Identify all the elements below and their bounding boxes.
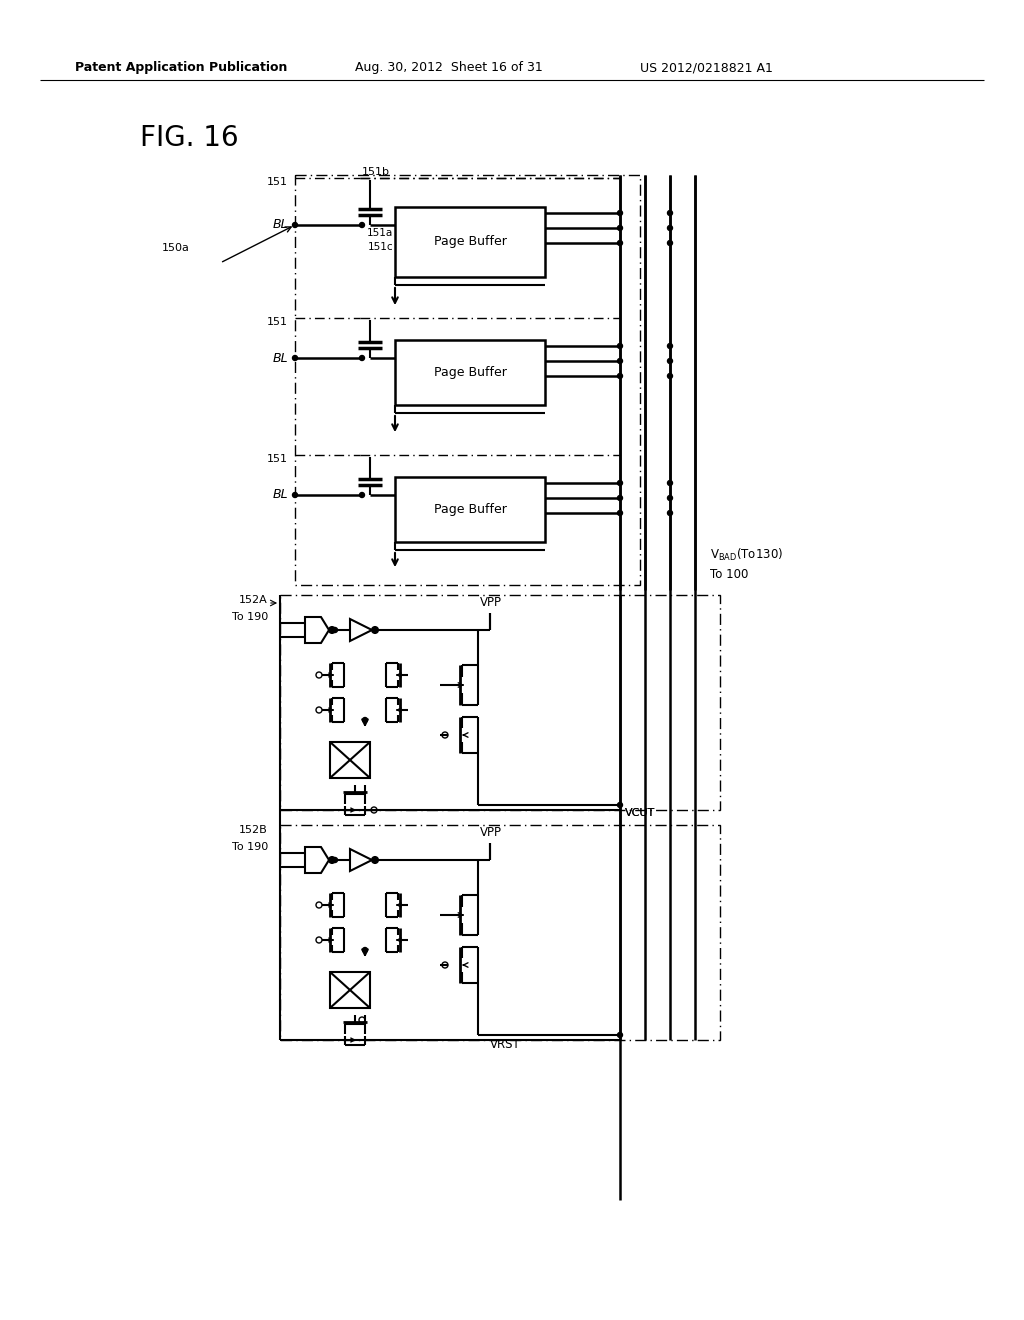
Polygon shape bbox=[305, 616, 329, 643]
Text: FIG. 16: FIG. 16 bbox=[140, 124, 239, 152]
Text: BL: BL bbox=[272, 351, 288, 364]
Text: To 190: To 190 bbox=[231, 842, 268, 851]
Text: Aug. 30, 2012  Sheet 16 of 31: Aug. 30, 2012 Sheet 16 of 31 bbox=[355, 62, 543, 74]
Circle shape bbox=[617, 495, 623, 500]
Circle shape bbox=[617, 343, 623, 348]
Text: 150a: 150a bbox=[162, 243, 189, 253]
Text: Patent Application Publication: Patent Application Publication bbox=[75, 62, 288, 74]
Circle shape bbox=[668, 495, 673, 500]
Bar bbox=[280, 595, 720, 810]
Text: V$_{\mathsf{BAD}}$(To130): V$_{\mathsf{BAD}}$(To130) bbox=[710, 546, 783, 564]
Text: 151: 151 bbox=[267, 317, 288, 327]
Circle shape bbox=[293, 223, 298, 227]
Circle shape bbox=[293, 492, 298, 498]
Circle shape bbox=[617, 511, 623, 516]
Circle shape bbox=[668, 374, 673, 379]
Bar bbox=[395, 477, 545, 543]
Circle shape bbox=[617, 359, 623, 363]
Circle shape bbox=[362, 948, 368, 953]
Circle shape bbox=[668, 210, 673, 215]
Circle shape bbox=[359, 492, 365, 498]
Text: US 2012/0218821 A1: US 2012/0218821 A1 bbox=[640, 62, 773, 74]
Circle shape bbox=[330, 858, 334, 862]
Text: Page Buffer: Page Buffer bbox=[433, 503, 507, 516]
Text: To 100: To 100 bbox=[710, 569, 749, 582]
Circle shape bbox=[330, 628, 334, 632]
Circle shape bbox=[668, 226, 673, 231]
Text: To 190: To 190 bbox=[231, 612, 268, 622]
Circle shape bbox=[293, 355, 298, 360]
Text: VPP: VPP bbox=[480, 826, 502, 840]
Text: 151a: 151a bbox=[367, 228, 393, 238]
Circle shape bbox=[668, 240, 673, 246]
Circle shape bbox=[373, 627, 378, 632]
Circle shape bbox=[333, 858, 338, 862]
Text: Page Buffer: Page Buffer bbox=[433, 235, 507, 248]
Circle shape bbox=[333, 627, 338, 632]
Circle shape bbox=[668, 343, 673, 348]
Circle shape bbox=[362, 718, 368, 722]
Text: 152A: 152A bbox=[240, 595, 268, 605]
Text: 151b: 151b bbox=[362, 168, 390, 177]
Text: 151c: 151c bbox=[368, 242, 393, 252]
Text: VPP: VPP bbox=[480, 597, 502, 610]
Text: VCUT: VCUT bbox=[625, 808, 655, 818]
Circle shape bbox=[359, 223, 365, 227]
Bar bbox=[395, 341, 545, 405]
Circle shape bbox=[617, 226, 623, 231]
Text: 151: 151 bbox=[267, 454, 288, 465]
Bar bbox=[330, 972, 370, 1008]
Circle shape bbox=[668, 511, 673, 516]
Bar bbox=[395, 207, 545, 277]
Circle shape bbox=[617, 480, 623, 486]
Polygon shape bbox=[350, 619, 372, 642]
Circle shape bbox=[617, 210, 623, 215]
Text: VCUT: VCUT bbox=[625, 808, 655, 818]
Circle shape bbox=[359, 355, 365, 360]
Circle shape bbox=[617, 1032, 623, 1038]
Text: BL: BL bbox=[272, 219, 288, 231]
Polygon shape bbox=[350, 849, 372, 871]
Circle shape bbox=[373, 858, 378, 862]
Text: 152B: 152B bbox=[240, 825, 268, 836]
Circle shape bbox=[617, 803, 623, 808]
Bar bbox=[330, 742, 370, 777]
Polygon shape bbox=[305, 847, 329, 873]
Circle shape bbox=[617, 374, 623, 379]
Text: BL: BL bbox=[272, 488, 288, 502]
Bar bbox=[280, 825, 720, 1040]
Circle shape bbox=[668, 480, 673, 486]
Bar bbox=[295, 176, 640, 585]
Text: 151: 151 bbox=[267, 177, 288, 187]
Text: Page Buffer: Page Buffer bbox=[433, 366, 507, 379]
Text: VRST: VRST bbox=[490, 1039, 521, 1052]
Circle shape bbox=[668, 359, 673, 363]
Circle shape bbox=[617, 240, 623, 246]
